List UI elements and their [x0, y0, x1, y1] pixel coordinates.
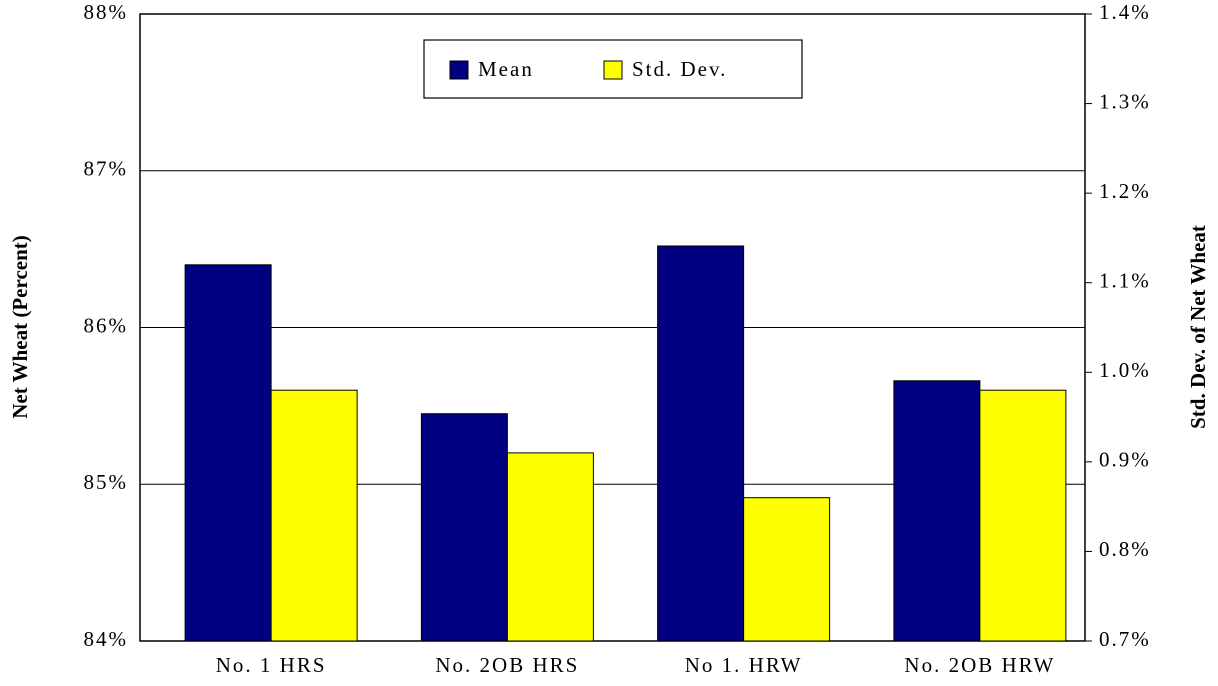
legend-swatch [449, 60, 469, 80]
y2-tick-label: 0.9% [1099, 448, 1151, 472]
y-tick-label: 84% [84, 627, 129, 651]
y2-tick-label: 1.0% [1099, 358, 1151, 382]
x-tick-label: No. 2OB HRW [904, 653, 1055, 677]
bar [979, 389, 1067, 642]
bar [743, 497, 831, 642]
bar [506, 452, 594, 642]
y-tick-label: 88% [84, 0, 129, 24]
y-axis-title: Net Wheat (Percent) [8, 235, 32, 418]
legend-swatch [603, 60, 623, 80]
y-tick-label: 87% [84, 157, 129, 181]
x-tick-label: No. 2OB HRS [435, 653, 579, 677]
bar [184, 264, 272, 642]
y2-tick-label: 0.7% [1099, 627, 1151, 651]
x-tick-label: No 1. HRW [685, 653, 803, 677]
legend-label: Std. Dev. [632, 57, 727, 81]
bar [270, 389, 358, 642]
y2-tick-label: 1.3% [1099, 89, 1151, 113]
y-tick-label: 86% [84, 313, 129, 337]
bar [893, 380, 981, 642]
plot-frame [139, 13, 1086, 642]
y2-tick-label: 1.4% [1099, 0, 1151, 24]
legend-label: Mean [478, 57, 534, 81]
bar [420, 413, 508, 642]
y-tick-label: 85% [84, 470, 129, 494]
y2-axis-title: Std. Dev. of Net Wheat [1186, 225, 1210, 429]
bar [657, 245, 745, 642]
y2-tick-label: 1.1% [1099, 269, 1151, 293]
x-tick-label: No. 1 HRS [216, 653, 327, 677]
y2-tick-label: 0.8% [1099, 537, 1151, 561]
y2-tick-label: 1.2% [1099, 179, 1151, 203]
